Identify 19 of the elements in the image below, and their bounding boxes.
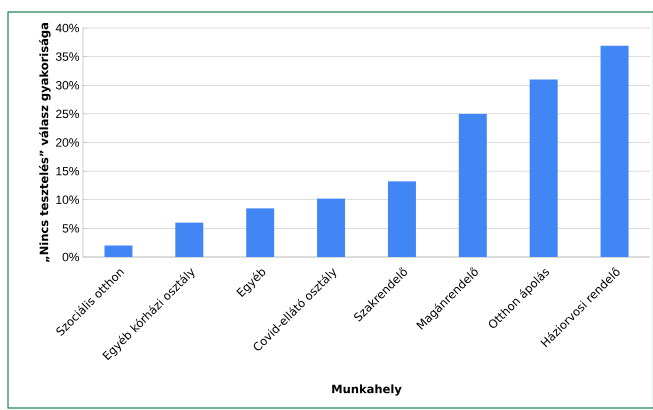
bar [530,80,558,257]
bar [458,114,487,257]
y-tick-label: 10% [56,196,80,204]
bar [317,198,346,257]
y-tick-label: 40% [56,24,80,32]
bar [600,46,629,257]
y-tick-label: 25% [56,110,80,118]
y-tick-label: 5% [62,224,80,233]
bar [246,208,274,257]
bar [104,246,132,257]
bar [175,222,204,257]
y-tick-label: 20% [56,138,80,147]
y-tick-label: 0% [62,252,80,262]
y-axis-title: „Nincs tesztelés” válasz gyakorisága [38,23,51,262]
bar [388,181,416,257]
y-tick-label: 30% [56,81,80,90]
y-tick-label: 15% [56,166,80,176]
y-tick-label: 35% [56,52,80,61]
x-axis-title: Munkahely [332,384,402,396]
